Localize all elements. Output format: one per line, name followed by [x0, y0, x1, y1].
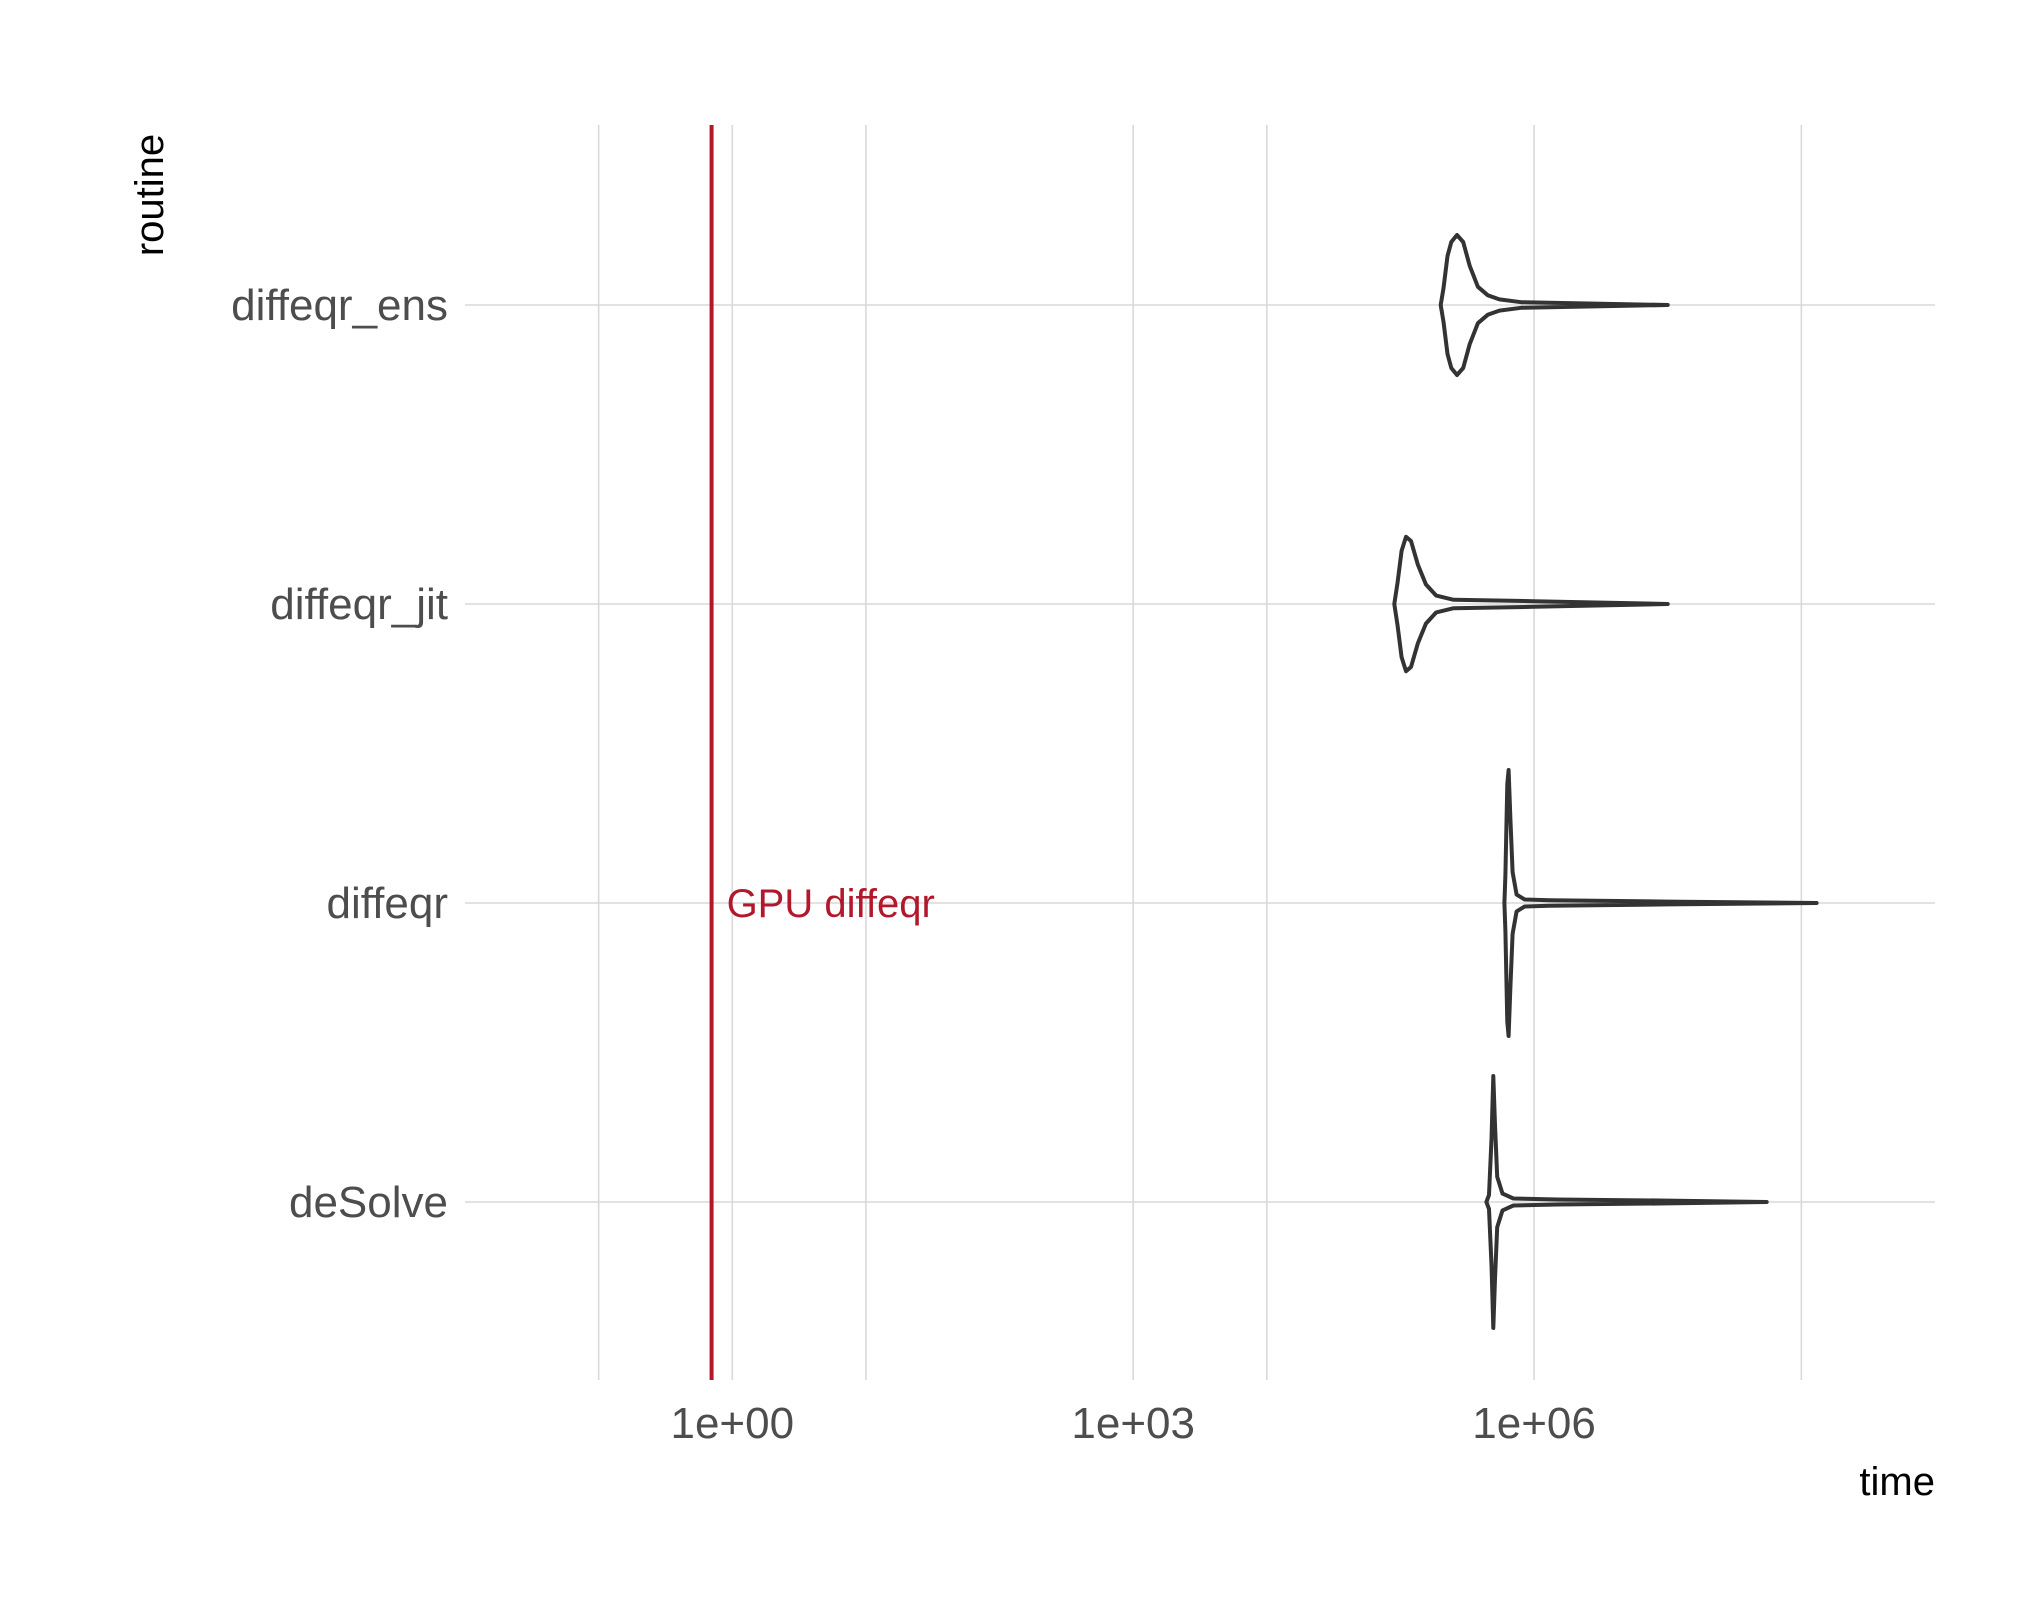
violins	[1392, 233, 1819, 1330]
violin-deSolve	[1484, 1074, 1769, 1330]
grid-lines	[465, 125, 1935, 1380]
violin-diffeqr_jit	[1392, 534, 1670, 674]
x-tick-labels: 1e+00 1e+03 1e+06	[670, 1399, 1595, 1448]
x-tick-label: 1e+06	[1472, 1399, 1596, 1448]
violin-diffeqr_ens	[1438, 233, 1670, 377]
x-tick-label: 1e+00	[670, 1399, 794, 1448]
gpu-diffeqr-label: GPU diffeqr	[727, 882, 935, 926]
y-axis-title: routine	[128, 134, 172, 256]
y-tick-label-diffeqr_jit: diffeqr_jit	[270, 580, 448, 629]
x-axis-title: time	[1859, 1460, 1935, 1504]
x-tick-label: 1e+03	[1071, 1399, 1195, 1448]
violin-diffeqr	[1502, 768, 1819, 1038]
y-tick-label-diffeqr_ens: diffeqr_ens	[231, 281, 448, 330]
y-tick-label-diffeqr: diffeqr	[327, 879, 449, 928]
y-tick-label-deSolve: deSolve	[289, 1178, 448, 1227]
